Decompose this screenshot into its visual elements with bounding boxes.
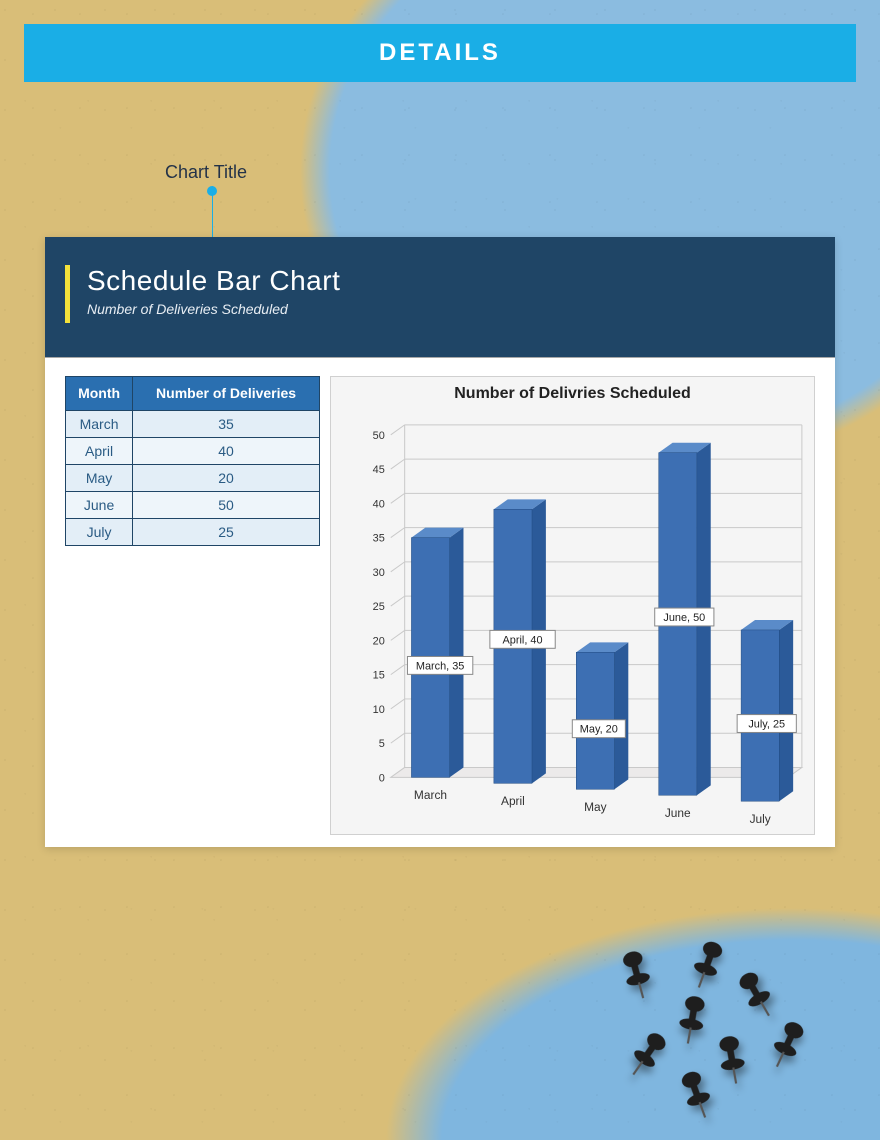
pushpin-icon (672, 1066, 721, 1125)
chart-card: Schedule Bar Chart Number of Deliveries … (45, 237, 835, 847)
table-cell: June (66, 491, 133, 518)
table-col-month: Month (66, 377, 133, 411)
svg-text:35: 35 (373, 533, 385, 545)
card-subtitle: Number of Deliveries Scheduled (87, 301, 805, 317)
pushpin-icon (619, 1025, 676, 1085)
data-table: Month Number of Deliveries March35April4… (65, 376, 320, 546)
table-header-row: Month Number of Deliveries (66, 377, 320, 411)
pushpins-cluster (580, 920, 840, 1120)
svg-text:5: 5 (379, 738, 385, 750)
svg-text:May, 20: May, 20 (580, 724, 618, 736)
chart-inner-title: Number of Delivries Scheduled (331, 377, 814, 405)
table-row: March35 (66, 410, 320, 437)
svg-text:July: July (750, 812, 771, 826)
svg-text:April: April (501, 794, 525, 808)
svg-text:10: 10 (373, 704, 385, 716)
svg-text:25: 25 (373, 601, 385, 613)
table-cell: 20 (133, 464, 320, 491)
svg-text:June, 50: June, 50 (663, 612, 705, 624)
svg-text:March: March (414, 788, 447, 802)
svg-text:40: 40 (373, 498, 385, 510)
table-col-deliveries: Number of Deliveries (133, 377, 320, 411)
card-header: Schedule Bar Chart Number of Deliveries … (45, 237, 835, 357)
table-cell: 50 (133, 491, 320, 518)
svg-text:20: 20 (373, 635, 385, 647)
svg-text:April, 40: April, 40 (503, 634, 543, 646)
pushpin-icon (671, 992, 713, 1047)
callout-dot-icon (207, 186, 217, 196)
svg-text:July, 25: July, 25 (748, 718, 785, 730)
pushpin-icon (614, 946, 660, 1003)
pushpin-icon (711, 1032, 753, 1087)
card-body: Month Number of Deliveries March35April4… (45, 357, 835, 847)
accent-bar (65, 265, 70, 323)
svg-text:0: 0 (379, 772, 385, 784)
table-cell: 35 (133, 410, 320, 437)
svg-text:May: May (584, 800, 607, 814)
svg-text:March, 35: March, 35 (416, 660, 465, 672)
chart-svg: 0 5 10 15 20 25 30 35 40 45 50 March, 35 March April,… (331, 405, 814, 832)
table-cell: July (66, 518, 133, 545)
svg-text:15: 15 (373, 670, 385, 682)
bar-chart: Number of Delivries Scheduled 0 5 10 15 20 25… (330, 376, 815, 835)
pushpin-icon (682, 936, 731, 995)
svg-text:50: 50 (373, 430, 385, 442)
details-header: DETAILS (24, 24, 856, 82)
table-cell: April (66, 437, 133, 464)
table-row: April40 (66, 437, 320, 464)
table-cell: 25 (133, 518, 320, 545)
svg-text:45: 45 (373, 464, 385, 476)
table-cell: 40 (133, 437, 320, 464)
table-cell: March (66, 410, 133, 437)
table-row: June50 (66, 491, 320, 518)
pushpin-icon (761, 1015, 813, 1075)
table-cell: May (66, 464, 133, 491)
pushpin-icon (730, 965, 784, 1025)
callout-chart-title: Chart Title (165, 162, 247, 183)
table-row: July25 (66, 518, 320, 545)
svg-text:June: June (665, 806, 691, 820)
card-title: Schedule Bar Chart (87, 265, 805, 297)
table-row: May20 (66, 464, 320, 491)
svg-text:30: 30 (373, 567, 385, 579)
details-header-text: DETAILS (379, 39, 501, 67)
